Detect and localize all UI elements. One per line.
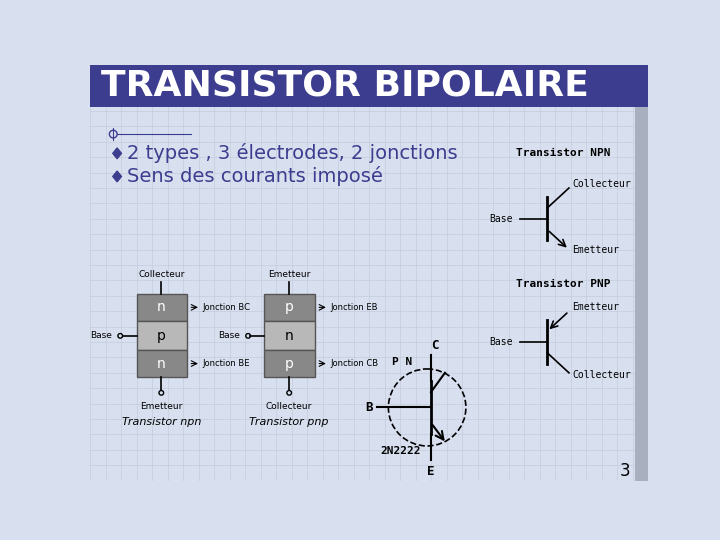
Bar — [137, 350, 187, 377]
Text: Emetteur: Emetteur — [572, 302, 619, 312]
Bar — [90, 65, 648, 107]
Text: Jonction CB: Jonction CB — [330, 359, 379, 368]
Text: TRANSISTOR BIPOLAIRE: TRANSISTOR BIPOLAIRE — [101, 69, 589, 103]
Bar — [635, 65, 648, 481]
Text: Collecteur: Collecteur — [572, 179, 631, 189]
Text: Base: Base — [90, 332, 112, 340]
Polygon shape — [113, 171, 122, 182]
Text: p: p — [284, 300, 294, 314]
Text: Base: Base — [489, 214, 513, 224]
Text: p: p — [157, 329, 166, 343]
Polygon shape — [113, 148, 122, 159]
Text: C: C — [431, 339, 438, 352]
Text: Transistor PNP: Transistor PNP — [516, 279, 610, 289]
Text: Jonction BC: Jonction BC — [202, 303, 251, 312]
Text: Emetteur: Emetteur — [140, 402, 182, 411]
Text: Emetteur: Emetteur — [572, 245, 619, 254]
Text: p: p — [284, 356, 294, 370]
Text: Jonction BE: Jonction BE — [202, 359, 250, 368]
Bar — [137, 321, 187, 350]
Text: Collecteur: Collecteur — [138, 270, 184, 279]
Text: E: E — [427, 465, 435, 478]
Text: Collecteur: Collecteur — [266, 402, 312, 411]
Bar — [264, 321, 315, 350]
Text: n: n — [285, 329, 294, 343]
Text: P N: P N — [392, 357, 413, 367]
Bar — [264, 350, 315, 377]
Text: 2N2222: 2N2222 — [381, 446, 421, 456]
Text: Transistor NPN: Transistor NPN — [516, 148, 610, 158]
Text: n: n — [157, 356, 166, 370]
Text: Sens des courants imposé: Sens des courants imposé — [127, 166, 383, 186]
Text: 3: 3 — [619, 462, 630, 481]
Text: Base: Base — [217, 332, 240, 340]
Text: Emetteur: Emetteur — [268, 270, 310, 279]
Text: B: B — [365, 401, 373, 414]
Text: n: n — [157, 300, 166, 314]
Text: Collecteur: Collecteur — [572, 370, 631, 380]
Bar — [137, 294, 187, 321]
Text: Jonction EB: Jonction EB — [330, 303, 378, 312]
Text: 2 types , 3 électrodes, 2 jonctions: 2 types , 3 électrodes, 2 jonctions — [127, 143, 458, 163]
Text: Transistor npn: Transistor npn — [122, 417, 201, 428]
Text: Base: Base — [489, 337, 513, 347]
Text: Transistor pnp: Transistor pnp — [249, 417, 329, 428]
Bar — [264, 294, 315, 321]
